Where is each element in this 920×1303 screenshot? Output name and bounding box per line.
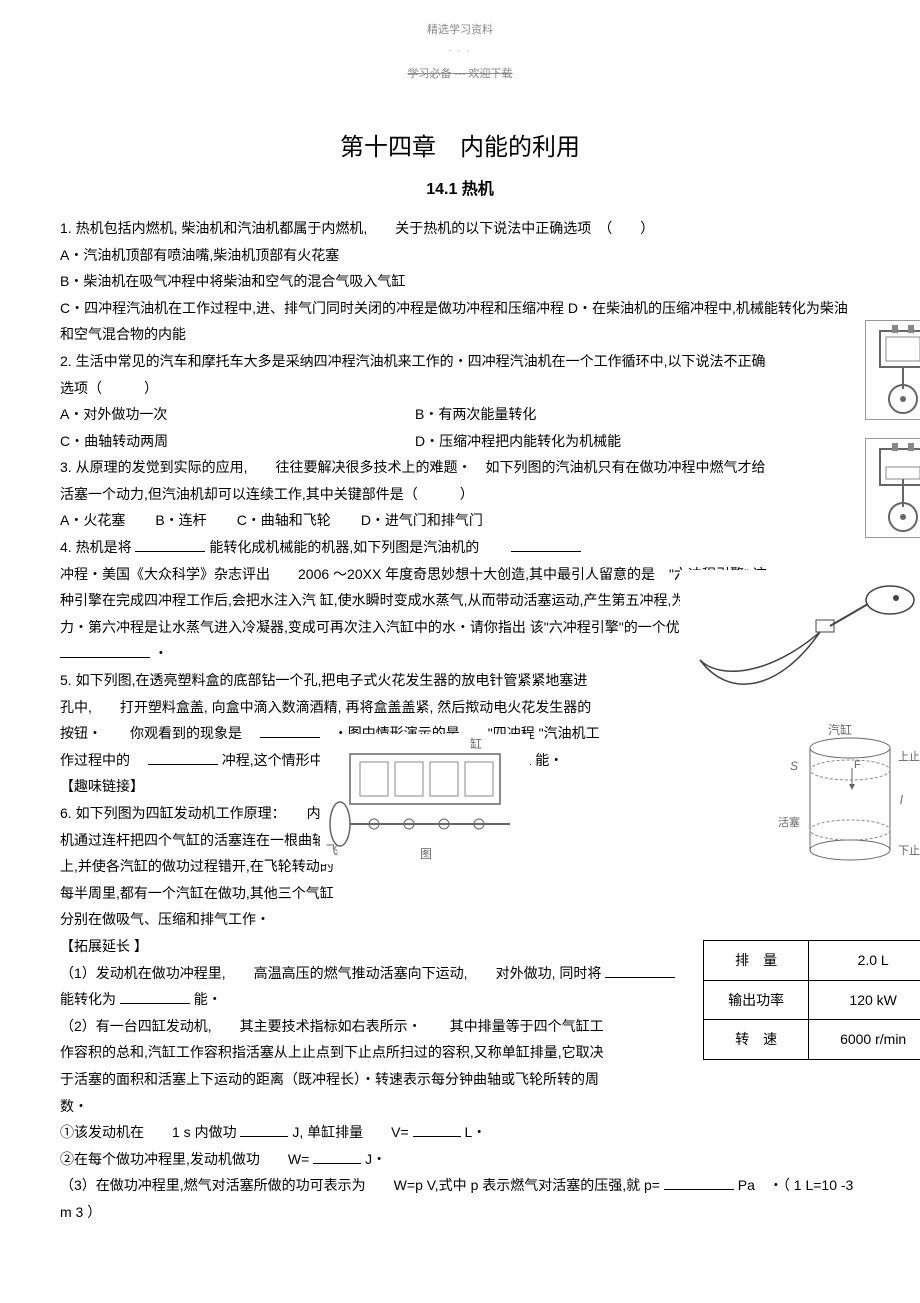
table-key: 输出功率 (704, 980, 809, 1020)
q2-optD: D・压缩冲程把内能转化为机械能 (415, 428, 860, 455)
sub1-b: 能转化为 (60, 991, 120, 1007)
chapter-title: 第十四章 内能的利用 (60, 125, 860, 171)
sub2calc-blank3 (313, 1150, 361, 1164)
svg-text:图: 图 (420, 847, 432, 861)
table-value: 120 kW (809, 980, 920, 1020)
q2-optA: A・对外做功一次 (60, 401, 415, 428)
q3-stem: 3. 从原理的发觉到实际的应用, 往往要解决很多技术上的难题・ 如下列图的汽油机… (60, 454, 860, 507)
q4-part4: ・ (154, 645, 168, 661)
sub3-blank (664, 1176, 734, 1190)
svg-text:上止点: 上止点 (898, 750, 920, 763)
sub1-a: （1）发动机在做功冲程里, 高温高压的燃气推动活塞向下运动, 对外做功, 同时将 (60, 965, 605, 981)
svg-text:F: F (854, 759, 861, 771)
figure-cylinder: 汽缸 上止点 下止点 S l 活塞 F (770, 720, 920, 880)
svg-text:下止点: 下止点 (898, 844, 920, 857)
table-key: 排 量 (704, 941, 809, 981)
q4-blank1 (135, 538, 205, 552)
q1-stem: 1. 热机包括内燃机, 柴油机和汽油机都属于内燃机, 关于热机的以下说法中正确选… (60, 215, 860, 242)
watermark-top: 精选学习资料 (60, 20, 860, 41)
q2-optB: B・有两次能量转化 (415, 401, 860, 428)
q5-part5: 能・ (535, 752, 563, 768)
svg-text:活塞: 活塞 (778, 815, 800, 829)
table-key: 转 速 (704, 1020, 809, 1060)
sub2calc-2b: J・ (365, 1151, 386, 1167)
q3-optD: D・进气门和排气门 (361, 507, 483, 534)
watermark-dashes: - - - (60, 43, 860, 58)
svg-text:飞: 飞 (326, 843, 338, 857)
q4-blank3 (60, 644, 150, 658)
figure-multi-engine: 缸 飞 图 (320, 734, 530, 864)
sub2calc-1c: L・ (464, 1124, 486, 1140)
q1-optB: B・柴油机在吸气冲程中将柴油和空气的混合气吸入气缸 (60, 268, 860, 295)
q4-part1: 4. 热机是将 (60, 539, 135, 555)
q1-optCD: C・四冲程汽油机在工作过程中,进、排气门同时关闭的冲程是做功冲程和压缩冲程 D・… (60, 295, 860, 348)
table-row: 转 速 6000 r/min (704, 1020, 920, 1060)
q4-blank2 (511, 538, 581, 552)
figure-engine-2 (865, 438, 920, 538)
sub3-a: （3）在做功冲程里,燃气对活塞所做的功可表示为 W=p V,式中 p 表示燃气对… (60, 1177, 660, 1193)
q1-optA: A・汽油机顶部有喷油嘴,柴油机顶部有火花塞 (60, 242, 860, 269)
sub1-blank1 (605, 964, 675, 978)
table-value: 6000 r/min (809, 1020, 920, 1060)
figure-sparker (680, 570, 920, 715)
sub2calc-1a: ①该发动机在 1 s 内做功 (60, 1124, 240, 1140)
q6-text: 6. 如下列图为四缸发动机工作原理： 内燃机通过连杆把四个气缸的活塞连在一根曲轴… (60, 800, 340, 933)
table-row: 排 量 2.0 L (704, 941, 920, 981)
sub1-blank2 (120, 990, 190, 1004)
svg-text:缸: 缸 (470, 736, 482, 751)
sub2calc-blank2 (413, 1123, 461, 1137)
svg-text:S: S (790, 759, 798, 773)
q3-optC: C・曲轴和飞轮 (237, 507, 331, 534)
q2-optC: C・曲轴转动两周 (60, 428, 415, 455)
q5-part3: 冲程,这个情形中 (222, 752, 328, 768)
q4-part3: 冲程・美国《大众科学》杂志评出 2006 ～20XX 年度奇思妙想十大创造,其中… (60, 566, 767, 635)
sub2calc-blank1 (240, 1123, 288, 1137)
table-row: 输出功率 120 kW (704, 980, 920, 1020)
table-value: 2.0 L (809, 941, 920, 981)
spec-table: 排 量 2.0 L 输出功率 120 kW 转 速 6000 r/min (703, 940, 920, 1060)
figure-engine-1 (865, 320, 920, 420)
watermark-strike: 学习必备 --- 欢迎下载 (60, 64, 860, 85)
svg-text:l: l (900, 793, 903, 807)
q4-part2: 能转化成机械能的机器,如下列图是汽油机的 (209, 539, 507, 555)
sub1-c: 能・ (194, 991, 222, 1007)
svg-text:汽缸: 汽缸 (828, 722, 852, 737)
q3-optB: B・连杆 (155, 507, 206, 534)
q2-stem: 2. 生活中常见的汽车和摩托车大多是采纳四冲程汽油机来工作的・四冲程汽油机在一个… (60, 348, 860, 401)
section-title: 14.1 热机 (60, 175, 860, 205)
q3-optA: A・火花塞 (60, 507, 125, 534)
q5-blank2 (148, 751, 218, 765)
sub2calc-2a: ②在每个做功冲程里,发动机做功 W= (60, 1151, 309, 1167)
sub2calc-1b: J, 单缸排量 V= (292, 1124, 408, 1140)
